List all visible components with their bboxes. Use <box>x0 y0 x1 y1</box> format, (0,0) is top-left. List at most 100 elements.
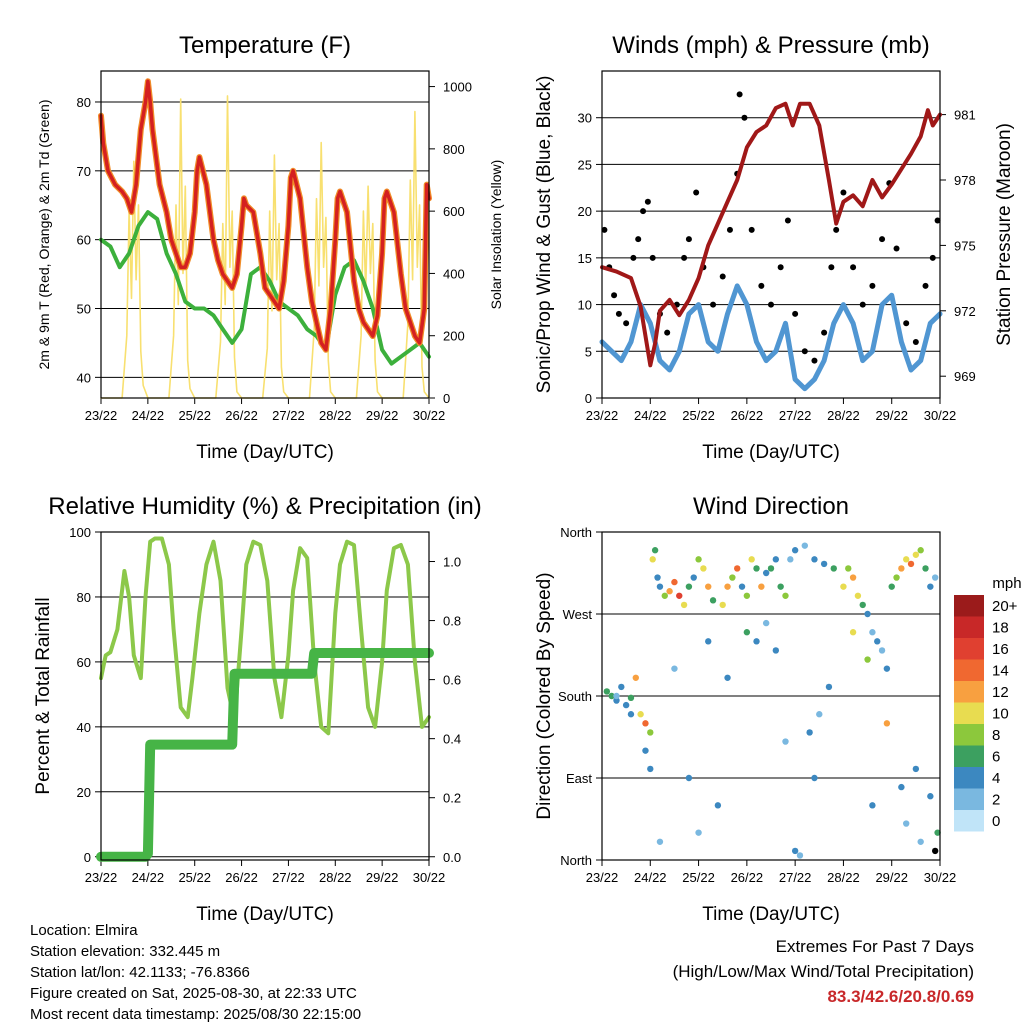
gust-point <box>741 114 748 121</box>
humidity-xtick-label: 30/22 <box>413 870 446 885</box>
winds-xtick-label: 24/22 <box>634 408 667 423</box>
direction-point <box>709 597 717 604</box>
gust-point <box>640 208 647 215</box>
temperature-xtick-label: 23/22 <box>85 408 118 423</box>
gust-point <box>736 91 743 98</box>
temperature-ytick-label: 80 <box>77 95 91 110</box>
direction-point <box>700 565 707 572</box>
speed-legend-label: 18 <box>992 620 1009 637</box>
direction-point <box>714 802 722 809</box>
speed-legend-label: 12 <box>992 684 1009 701</box>
humidity-ytick-right-label: 0.0 <box>443 850 461 865</box>
direction-point <box>705 638 712 645</box>
direction-point <box>753 565 760 572</box>
gust-point <box>748 226 755 233</box>
speed-legend-swatch <box>954 616 984 638</box>
humidity-panel: Relative Humidity (%) & Precipitation (i… <box>33 493 482 925</box>
gust-point <box>685 236 692 243</box>
direction-point <box>666 588 673 595</box>
station-elevation: Station elevation: 332.445 m <box>30 943 221 960</box>
gust-point <box>893 245 900 252</box>
gust-point <box>719 273 726 280</box>
direction-point <box>864 656 871 663</box>
gust-point <box>635 236 642 243</box>
direction-point <box>748 556 755 563</box>
direction-point <box>656 583 664 590</box>
direction-point <box>656 838 664 845</box>
humidity-ytick-label: 0 <box>84 850 91 865</box>
direction-xtick-label: 26/22 <box>731 870 764 885</box>
direction-xtick-label: 27/22 <box>779 870 812 885</box>
gust-point <box>710 301 717 308</box>
direction-point <box>883 720 891 727</box>
direction-point <box>647 765 654 773</box>
direction-point <box>811 556 818 563</box>
direction-point <box>690 574 697 581</box>
wind-series <box>599 283 943 392</box>
direction-xtick-label: 30/22 <box>924 870 957 885</box>
humidity-ytick-right-label: 0.8 <box>443 614 461 629</box>
gust-point <box>912 338 919 345</box>
winds-xlabel: Time (Day/UTC) <box>702 442 840 463</box>
direction-point <box>859 601 866 609</box>
direction-xtick-label: 23/22 <box>586 870 619 885</box>
direction-point <box>840 583 847 590</box>
direction-point <box>719 601 726 609</box>
speed-legend-swatch <box>954 595 984 617</box>
direction-point <box>608 692 615 700</box>
extremes-values: 83.3/42.6/20.8/0.69 <box>827 987 974 1006</box>
speed-legend-label: 6 <box>992 749 1000 766</box>
gust-point <box>801 348 808 355</box>
winds-ytick-right-label: 981 <box>954 108 976 123</box>
gust-point <box>922 282 929 289</box>
direction-ylabel: Direction (Colored By Speed) <box>534 572 555 819</box>
speed-legend-swatch <box>954 724 984 746</box>
direction-point <box>734 565 741 572</box>
extremes-subtitle: (High/Low/Max Wind/Total Precipitation) <box>672 962 974 981</box>
direction-ytick-label: East <box>566 771 592 786</box>
direction-point <box>642 747 649 754</box>
station-latlon: Station lat/lon: 42.1133; -76.8366 <box>30 964 250 981</box>
winds-ytick-right-label: 969 <box>954 369 976 384</box>
direction-point <box>927 583 934 590</box>
direction-point <box>743 629 751 636</box>
humidity-ytick-right-label: 0.6 <box>443 673 461 688</box>
winds-frame <box>601 70 941 399</box>
direction-point <box>676 592 683 599</box>
humidity-xtick-label: 26/22 <box>225 870 258 885</box>
temperature-xtick-label: 24/22 <box>132 408 165 423</box>
gust-point <box>792 310 799 317</box>
winds-xtick-label: 30/22 <box>924 408 957 423</box>
direction-point <box>888 583 895 590</box>
direction-point <box>642 720 649 727</box>
direction-point <box>753 638 760 645</box>
direction-xtick-label: 29/22 <box>875 870 908 885</box>
humidity-xtick-label: 27/22 <box>272 870 305 885</box>
speed-legend-label: 2 <box>992 792 1000 809</box>
direction-point <box>685 774 693 782</box>
direction-point <box>854 592 862 599</box>
gust-point <box>768 301 774 308</box>
gust-point <box>833 226 840 233</box>
gust-point <box>615 310 622 317</box>
direction-title: Wind Direction <box>693 493 849 520</box>
direction-point <box>912 765 920 773</box>
speed-legend: mph 20+ 18 16 14 12 10 8 6 4 2 0 <box>954 575 1022 832</box>
temperature-xtick-label: 25/22 <box>178 408 211 423</box>
direction-point <box>724 674 731 681</box>
direction-point <box>898 565 905 572</box>
speed-legend-swatch <box>954 788 984 810</box>
direction-point <box>705 583 712 590</box>
temperature-ytick-right-label: 400 <box>443 266 465 281</box>
humidity-ylabel: Percent & Total Rainfall <box>33 597 54 794</box>
direction-point <box>613 697 620 704</box>
winds-ytick-label: 25 <box>578 157 592 172</box>
direction-point <box>811 774 818 782</box>
station-location: Location: Elmira <box>30 922 138 939</box>
gust-point <box>681 254 688 261</box>
gust-point <box>630 254 637 261</box>
direction-point <box>787 556 794 563</box>
temperature-xtick-label: 30/22 <box>413 408 446 423</box>
direction-point <box>622 701 630 709</box>
